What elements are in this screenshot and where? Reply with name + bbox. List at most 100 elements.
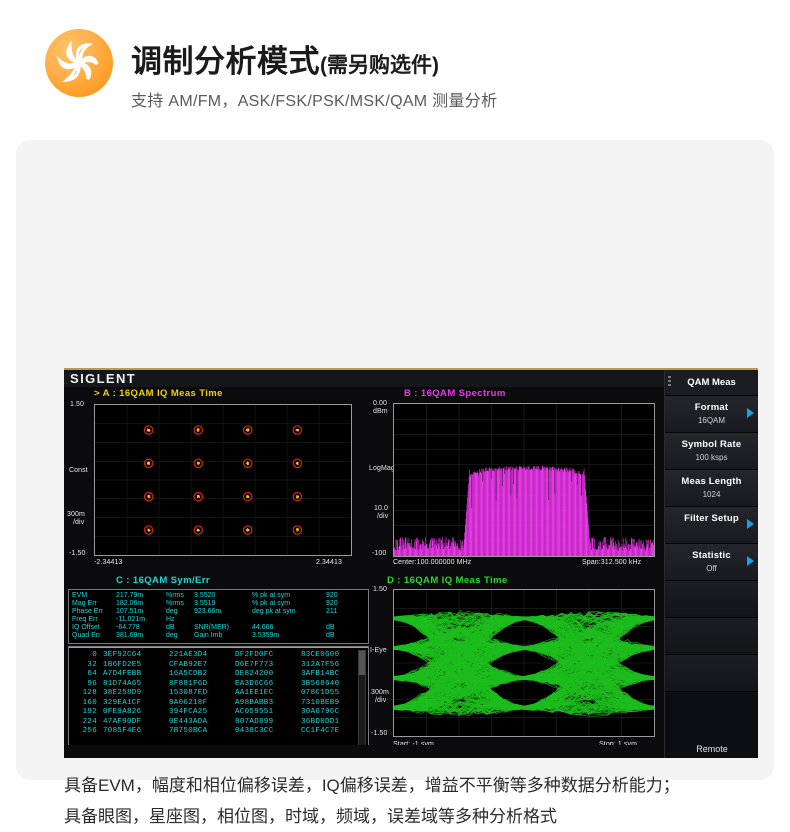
metrics-cell: Freq Err [72, 616, 116, 624]
metrics-cell: 211 [326, 608, 354, 616]
panel-a-plot[interactable] [94, 404, 352, 556]
panel-constellation[interactable]: > A : 16QAM IQ Meas Time 1.50 Const 300m… [64, 387, 369, 575]
content-card: SIGLENT > A : 16QAM IQ Meas Time 1.50 Co… [16, 140, 774, 780]
hex-value: CFAB92E7 [169, 661, 235, 671]
metrics-cell: 3.5520 [194, 592, 252, 600]
panel-b-ydivunit: /div [377, 513, 388, 520]
softkey-label: Format [665, 402, 758, 413]
page-title: 调制分析模式(需另购选件) [131, 36, 751, 81]
metrics-cell: 217.79m [116, 592, 166, 600]
metrics-cell: deg pk at sym [252, 608, 326, 616]
metrics-cell: deg [166, 632, 194, 640]
hex-value: EA3D6C66 [235, 680, 301, 690]
panel-eye-diagram[interactable]: D : 16QAM IQ Meas Time 1.50 I-Eye 300m /… [369, 575, 664, 758]
panel-b-yunit: dBm [373, 408, 388, 415]
softkey-meas-length[interactable]: Meas Length 1024 [665, 470, 758, 507]
hex-value: 1B6FD2E5 [103, 661, 169, 671]
page-title-paren: (需另购选件) [320, 54, 439, 77]
softkey-filter-setup[interactable]: Filter Setup [665, 507, 758, 544]
hex-value: 38E258D9 [103, 689, 169, 699]
hex-index: 128 [73, 689, 103, 699]
softkey-label: Filter Setup [665, 513, 758, 524]
hex-value: 7B750BCA [169, 727, 235, 737]
metrics-cell: dB [326, 624, 354, 632]
panel-a-title: > A : 16QAM IQ Meas Time [94, 388, 223, 399]
metrics-cell: %rms [166, 600, 194, 608]
metrics-cell [326, 616, 354, 624]
metrics-cell: -11.021m [116, 616, 166, 624]
metrics-cell: 3.5519 [194, 600, 252, 608]
panel-d-ydivunit: /div [375, 697, 386, 704]
hex-scrollbar[interactable] [358, 650, 366, 750]
panel-d-ytop: 1.50 [373, 586, 387, 593]
hex-value: 0438C3CC [235, 727, 301, 737]
softkey-empty [665, 618, 758, 655]
panel-b-ydiv: 10.0 [374, 505, 388, 512]
caption-line-1: 具备EVM，幅度和相位偏移误差，IQ偏移误差，增益不平衡等多种数据分析能力； [64, 770, 764, 801]
panel-a-ydiv: 300m [67, 511, 85, 518]
softkey-value: 1024 [665, 490, 758, 499]
hex-value: 394FCA25 [169, 708, 235, 718]
panel-a-xright: 2.34413 [316, 559, 342, 566]
metrics-cell: 107.51m [116, 608, 166, 616]
hex-value: AA1EE1EC [235, 689, 301, 699]
panel-a-ybottom: -1.50 [69, 550, 85, 557]
panel-b-ytop: 0.00 [373, 400, 387, 407]
metrics-cell: Hz [166, 616, 194, 624]
caption-line-2: 具备眼图，星座图，相位图，时域，频域，误差域等多种分析格式 [64, 801, 764, 832]
metrics-cell [252, 616, 326, 624]
hex-value: 0FE9A826 [103, 708, 169, 718]
panel-a-xleft: -2.34413 [94, 559, 122, 566]
softkey-value: 16QAM [665, 416, 758, 425]
hex-value: 7085F4E6 [103, 727, 169, 737]
softkey-value: Off [665, 564, 758, 573]
metrics-cell: IQ Offset [72, 624, 116, 632]
panel-a-ydivunit: /div [73, 519, 84, 526]
softkey-menu-header[interactable]: QAM Meas [665, 370, 758, 396]
metrics-cell: 920 [326, 600, 354, 608]
softkey-menu-title: QAM Meas [665, 377, 758, 388]
softkey-label: Meas Length [665, 476, 758, 487]
softkey-empty [665, 581, 758, 618]
hex-index: 224 [73, 718, 103, 728]
panel-spectrum[interactable]: B : 16QAM Spectrum 0.00 dBm LogMag 10.0 … [369, 387, 664, 575]
hex-value: 807AD899 [235, 718, 301, 728]
hex-table-divider [69, 647, 368, 648]
panel-b-ylabel: LogMag [369, 465, 395, 472]
hex-index: 192 [73, 708, 103, 718]
hex-value: 47AF90DF [103, 718, 169, 728]
hex-index: 160 [73, 699, 103, 709]
hex-value: 3EF92C64 [103, 651, 169, 661]
metrics-cell: Mag Err [72, 600, 116, 608]
page-subtitle: 支持 AM/FM，ASK/FSK/PSK/MSK/QAM 测量分析 [131, 87, 497, 111]
hex-value: AC059551 [235, 708, 301, 718]
panel-d-plot[interactable] [393, 589, 655, 737]
metrics-cell: 182.06m [116, 600, 166, 608]
hex-scrollbar-thumb[interactable] [359, 651, 365, 675]
chevron-right-icon [747, 408, 754, 418]
panel-b-plot[interactable] [393, 403, 655, 557]
panel-b-center: Center:100.000000 MHz [393, 559, 471, 566]
metrics-cell: Quad Err [72, 632, 116, 640]
hex-value: DF2FD0FC [235, 651, 301, 661]
hex-index: 32 [73, 661, 103, 671]
page-title-main: 调制分析模式 [131, 44, 320, 79]
status-bar [64, 745, 664, 758]
softkey-format[interactable]: Format 16QAM [665, 396, 758, 433]
hex-index: 256 [73, 727, 103, 737]
hex-value: A98BABB3 [235, 699, 301, 709]
